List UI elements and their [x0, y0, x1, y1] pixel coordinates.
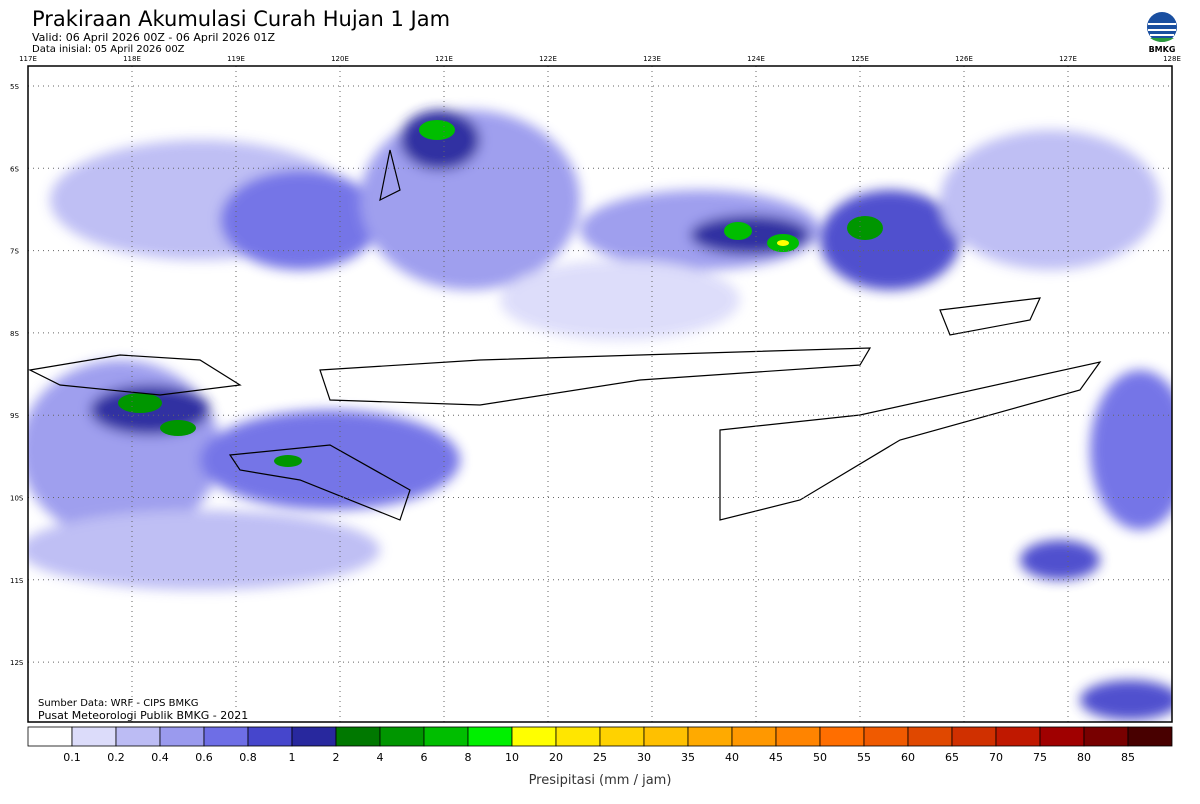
legend-label: 1	[289, 751, 296, 764]
legend-label: 0.8	[239, 751, 257, 764]
title: Prakiraan Akumulasi Curah Hujan 1 Jam	[32, 7, 450, 31]
legend-label: 10	[505, 751, 519, 764]
init: Data inisial: 05 April 2026 00Z	[32, 44, 185, 55]
legend-label: 8	[465, 751, 472, 764]
logo-text: BMKG	[1149, 45, 1176, 54]
lon-label: 122E	[539, 55, 557, 63]
legend-label: 6	[421, 751, 428, 764]
legend-swatch	[995, 726, 1041, 747]
legend-swatch	[1127, 726, 1173, 747]
lat-label: 9S	[10, 412, 19, 420]
legend-label: 30	[637, 751, 651, 764]
legend-swatch	[247, 726, 293, 747]
lon-label: 120E	[331, 55, 349, 63]
legend-swatch	[511, 726, 557, 747]
legend-swatch	[379, 726, 425, 747]
legend-label: 60	[901, 751, 915, 764]
legend-swatch	[907, 726, 953, 747]
lat-label: 8S	[10, 330, 19, 338]
lon-label: 121E	[435, 55, 453, 63]
legend-swatch	[775, 726, 821, 747]
legend-swatch	[27, 726, 73, 747]
legend-swatch	[1039, 726, 1085, 747]
legend-label: 0.1	[63, 751, 81, 764]
legend-label: 70	[989, 751, 1003, 764]
legend-swatch	[687, 726, 733, 747]
lon-label: 127E	[1059, 55, 1077, 63]
lon-label: 117E	[19, 55, 37, 63]
legend-swatch	[643, 726, 689, 747]
legend-swatch	[819, 726, 865, 747]
legend-swatch	[1083, 726, 1129, 747]
legend-swatch	[423, 726, 469, 747]
legend-label: 55	[857, 751, 871, 764]
map-frame	[27, 65, 1173, 723]
legend-label: 35	[681, 751, 695, 764]
lon-label: 118E	[123, 55, 141, 63]
rain-field	[28, 110, 1172, 720]
legend-swatch	[467, 726, 513, 747]
legend-swatch	[291, 726, 337, 747]
lon-label: 123E	[643, 55, 661, 63]
lat-label: 7S	[10, 248, 19, 256]
source: Sumber Data: WRF - CIPS BMKG	[38, 698, 198, 709]
legend-label: 65	[945, 751, 959, 764]
legend-label: 45	[769, 751, 783, 764]
legend-swatch	[335, 726, 381, 747]
legend-swatch	[203, 726, 249, 747]
legend-label: 0.2	[107, 751, 125, 764]
legend-swatch	[555, 726, 601, 747]
legend-label: 85	[1121, 751, 1135, 764]
lon-label: 119E	[227, 55, 245, 63]
lon-label: 128E	[1163, 55, 1181, 63]
lat-label: 10S	[10, 495, 24, 503]
legend-label: 40	[725, 751, 739, 764]
lon-label: 126E	[955, 55, 973, 63]
lat-label: 12S	[10, 659, 24, 667]
lat-label: 6S	[10, 165, 19, 173]
lon-label: 125E	[851, 55, 869, 63]
legend-swatch	[731, 726, 777, 747]
logo: BMKG	[1147, 12, 1177, 54]
legend-label: 80	[1077, 751, 1091, 764]
legend-label: 4	[377, 751, 384, 764]
legend-swatch	[599, 726, 645, 747]
legend-label: 0.4	[151, 751, 169, 764]
lat-label: 11S	[10, 577, 24, 585]
legend-title: Presipitasi (mm / jam)	[529, 773, 672, 788]
legend-swatch	[159, 726, 205, 747]
legend-label: 0.6	[195, 751, 213, 764]
legend-label: 50	[813, 751, 827, 764]
legend-swatch	[71, 726, 117, 747]
valid: Valid: 06 April 2026 00Z - 06 April 2026…	[32, 31, 275, 44]
legend-swatch	[951, 726, 997, 747]
credit: Pusat Meteorologi Publik BMKG - 2021	[38, 709, 248, 722]
legend-label: 20	[549, 751, 563, 764]
legend-swatch	[115, 726, 161, 747]
legend-label: 75	[1033, 751, 1047, 764]
legend-label: 2	[333, 751, 340, 764]
legend-swatch	[863, 726, 909, 747]
legend-label: 25	[593, 751, 607, 764]
lon-label: 124E	[747, 55, 765, 63]
lat-label: 5S	[10, 83, 19, 91]
